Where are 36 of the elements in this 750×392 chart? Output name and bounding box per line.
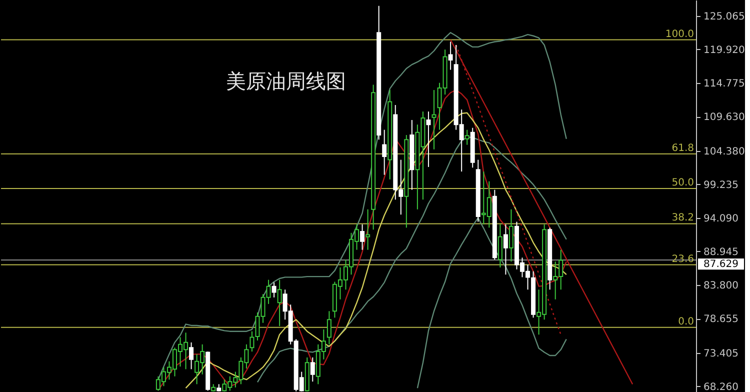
y-tick-label: 104.380	[704, 146, 745, 158]
candlestick	[366, 208, 370, 250]
candlestick	[448, 41, 453, 70]
candlestick	[277, 279, 282, 327]
candlestick	[503, 224, 508, 276]
y-tick-label: 99.235	[704, 180, 738, 191]
y-tick-label: 68.260	[704, 382, 738, 392]
candlestick	[326, 310, 332, 345]
y-tick-label: 94.090	[704, 213, 738, 224]
candlestick	[498, 224, 502, 268]
text: 美原油周线图	[226, 69, 346, 93]
y-tick-label: 83.800	[704, 280, 738, 292]
ref-line-label: 87.629	[704, 259, 738, 270]
candlestick	[189, 342, 194, 370]
annotation: 0.0	[678, 316, 694, 328]
candlestick	[382, 129, 387, 176]
candlestick	[310, 356, 315, 382]
annotation: 50.0	[672, 178, 694, 188]
y-tick-label: 125.065	[704, 11, 745, 22]
candlestick	[426, 111, 431, 168]
candlestick	[432, 90, 436, 150]
annotation: 100.0	[665, 28, 694, 40]
y-tick-label: 88.945	[704, 246, 738, 258]
y-tick-label: 114.775	[704, 78, 745, 90]
candlestick	[360, 224, 365, 250]
line-series	[455, 44, 562, 336]
candlestick	[508, 208, 514, 262]
y-tick-label: 78.655	[704, 314, 738, 326]
annotation: 38.2	[672, 212, 694, 224]
candlestick	[464, 129, 470, 146]
y-tick-label: 119.920	[704, 44, 745, 56]
y-tick-label: 109.630	[704, 112, 745, 124]
y-tick-label: 73.405	[704, 348, 738, 360]
line-series	[416, 217, 567, 389]
annotation: 61.8	[672, 142, 694, 154]
candlestick	[272, 282, 276, 298]
